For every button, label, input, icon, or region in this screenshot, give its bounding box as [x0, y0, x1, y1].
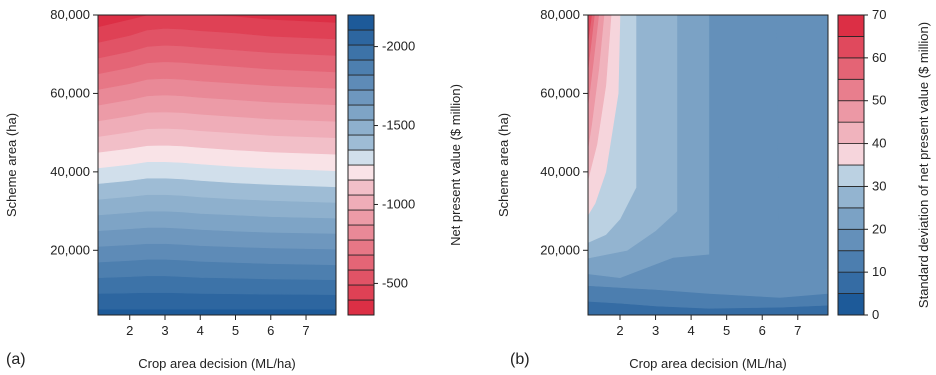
colorbar-tick-label: 40: [872, 136, 886, 151]
contour-region: [776, 15, 828, 272]
colorbar-segment: [347, 239, 375, 256]
colorbar-segment: [347, 209, 375, 226]
panel-a-y-axis-label: Scheme area (ha): [4, 113, 19, 217]
y-tick-label: 40,000: [50, 164, 90, 179]
x-tick-label: 2: [126, 323, 133, 338]
y-tick-label: 60,000: [50, 85, 90, 100]
colorbar-segment: [347, 299, 375, 316]
colorbar-segment: [837, 250, 865, 273]
colorbar-segment: [347, 89, 375, 106]
colorbar-segment: [837, 186, 865, 209]
panel-a-colorbar-ticks: -500 -1000 -1500 -2000: [374, 39, 415, 290]
colorbar-tick-label: -2000: [382, 39, 415, 54]
colorbar-segment: [347, 164, 375, 181]
panel-a-colorbar: [347, 14, 375, 316]
colorbar-tick-label: 50: [872, 93, 886, 108]
x-tick-label: 3: [161, 323, 168, 338]
panel-b-colorbar-label: Standard deviation of net present value …: [916, 22, 931, 308]
panel-a-label: (a): [6, 351, 26, 368]
colorbar-segment: [347, 149, 375, 166]
panel-b-colorbar-frame: [837, 14, 865, 316]
colorbar-segment: [837, 207, 865, 230]
colorbar-tick-label: -1000: [382, 196, 415, 211]
colorbar-tick-label: 60: [872, 50, 886, 65]
colorbar-segment: [347, 14, 375, 31]
y-tick-label: 80,000: [540, 7, 580, 22]
colorbar-tick-label: 0: [872, 307, 879, 322]
y-tick-label: 20,000: [50, 242, 90, 257]
panel-b-colorbar: [837, 14, 865, 316]
colorbar-tick-label: -1500: [382, 118, 415, 133]
panel-a-contour-fill: [98, 15, 336, 315]
colorbar-tick-label: 70: [872, 7, 886, 22]
colorbar-segment: [347, 254, 375, 271]
x-tick-label: 6: [267, 323, 274, 338]
panel-b-y-axis: 20,000 40,000 60,000 80,000: [540, 7, 588, 257]
panel-b-colorbar-ticks: 0 10 20 30 40 50 60 70: [864, 7, 886, 322]
panel-b: 2 3 4 5 6 7 20,000 40,000 60,000 80,000 Crop are…: [496, 7, 931, 371]
contour-region: [588, 15, 600, 106]
contour-region: [588, 15, 592, 43]
panel-a-colorbar-frame: [347, 14, 375, 316]
panel-a-plot-frame: [97, 14, 337, 316]
colorbar-tick-label: 10: [872, 264, 886, 279]
panel-a-y-axis: 20,000 40,000 60,000 80,000: [50, 7, 98, 257]
panel-a-colorbar-label: Net present value ($ million): [448, 84, 463, 246]
colorbar-segment: [347, 179, 375, 196]
contour-band: [98, 15, 336, 43]
colorbar-segment: [837, 121, 865, 144]
colorbar-tick-label: -500: [382, 275, 408, 290]
colorbar-segment: [837, 100, 865, 123]
colorbar-segment: [347, 194, 375, 211]
x-tick-label: 7: [302, 323, 309, 338]
y-tick-label: 40,000: [540, 164, 580, 179]
panel-a: 2 3 4 5 6 7 20,000 40,000 60,000 80,000 Crop are…: [4, 7, 463, 371]
colorbar-segment: [347, 104, 375, 121]
colorbar-segment: [837, 36, 865, 59]
colorbar-segment: [347, 284, 375, 301]
panel-b-label: (b): [510, 351, 530, 368]
x-tick-label: 4: [687, 323, 694, 338]
colorbar-segment: [837, 78, 865, 102]
panel-b-x-axis-label: Crop area decision (ML/ha): [629, 356, 787, 371]
colorbar-segment: [837, 14, 865, 37]
x-tick-label: 5: [232, 323, 239, 338]
x-tick-label: 2: [616, 323, 623, 338]
y-tick-label: 60,000: [540, 85, 580, 100]
x-tick-label: 6: [759, 323, 766, 338]
colorbar-segment: [837, 164, 865, 187]
contour-band: [98, 292, 336, 310]
panel-b-y-axis-label: Scheme area (ha): [496, 113, 511, 217]
colorbar-segment: [347, 74, 375, 91]
panel-b-x-axis: 2 3 4 5 6 7: [616, 315, 801, 338]
colorbar-segment: [837, 228, 865, 252]
y-tick-label: 20,000: [540, 242, 580, 257]
colorbar-segment: [347, 59, 375, 76]
colorbar-segment: [837, 271, 865, 294]
contour-region: [588, 15, 595, 70]
colorbar-segment: [347, 224, 375, 241]
x-tick-label: 7: [794, 323, 801, 338]
y-tick-label: 80,000: [50, 7, 90, 22]
panel-a-x-axis: 2 3 4 5 6 7: [126, 315, 310, 338]
colorbar-tick-label: 30: [872, 178, 886, 193]
colorbar-segment: [837, 293, 865, 316]
colorbar-tick-label: 20: [872, 221, 886, 236]
colorbar-segment: [347, 44, 375, 61]
panel-b-contour-fill: [588, 15, 828, 315]
contour-band: [98, 308, 336, 315]
panel-a-x-axis-label: Crop area decision (ML/ha): [138, 356, 296, 371]
colorbar-segment: [347, 134, 375, 151]
colorbar-segment: [347, 29, 375, 46]
panel-b-plot-frame: [587, 14, 829, 316]
x-tick-label: 5: [723, 323, 730, 338]
colorbar-segment: [347, 269, 375, 286]
x-tick-label: 4: [197, 323, 204, 338]
x-tick-label: 3: [652, 323, 659, 338]
contour-band: [98, 15, 336, 28]
colorbar-segment: [347, 119, 375, 136]
colorbar-segment: [837, 143, 865, 166]
colorbar-segment: [837, 57, 865, 80]
